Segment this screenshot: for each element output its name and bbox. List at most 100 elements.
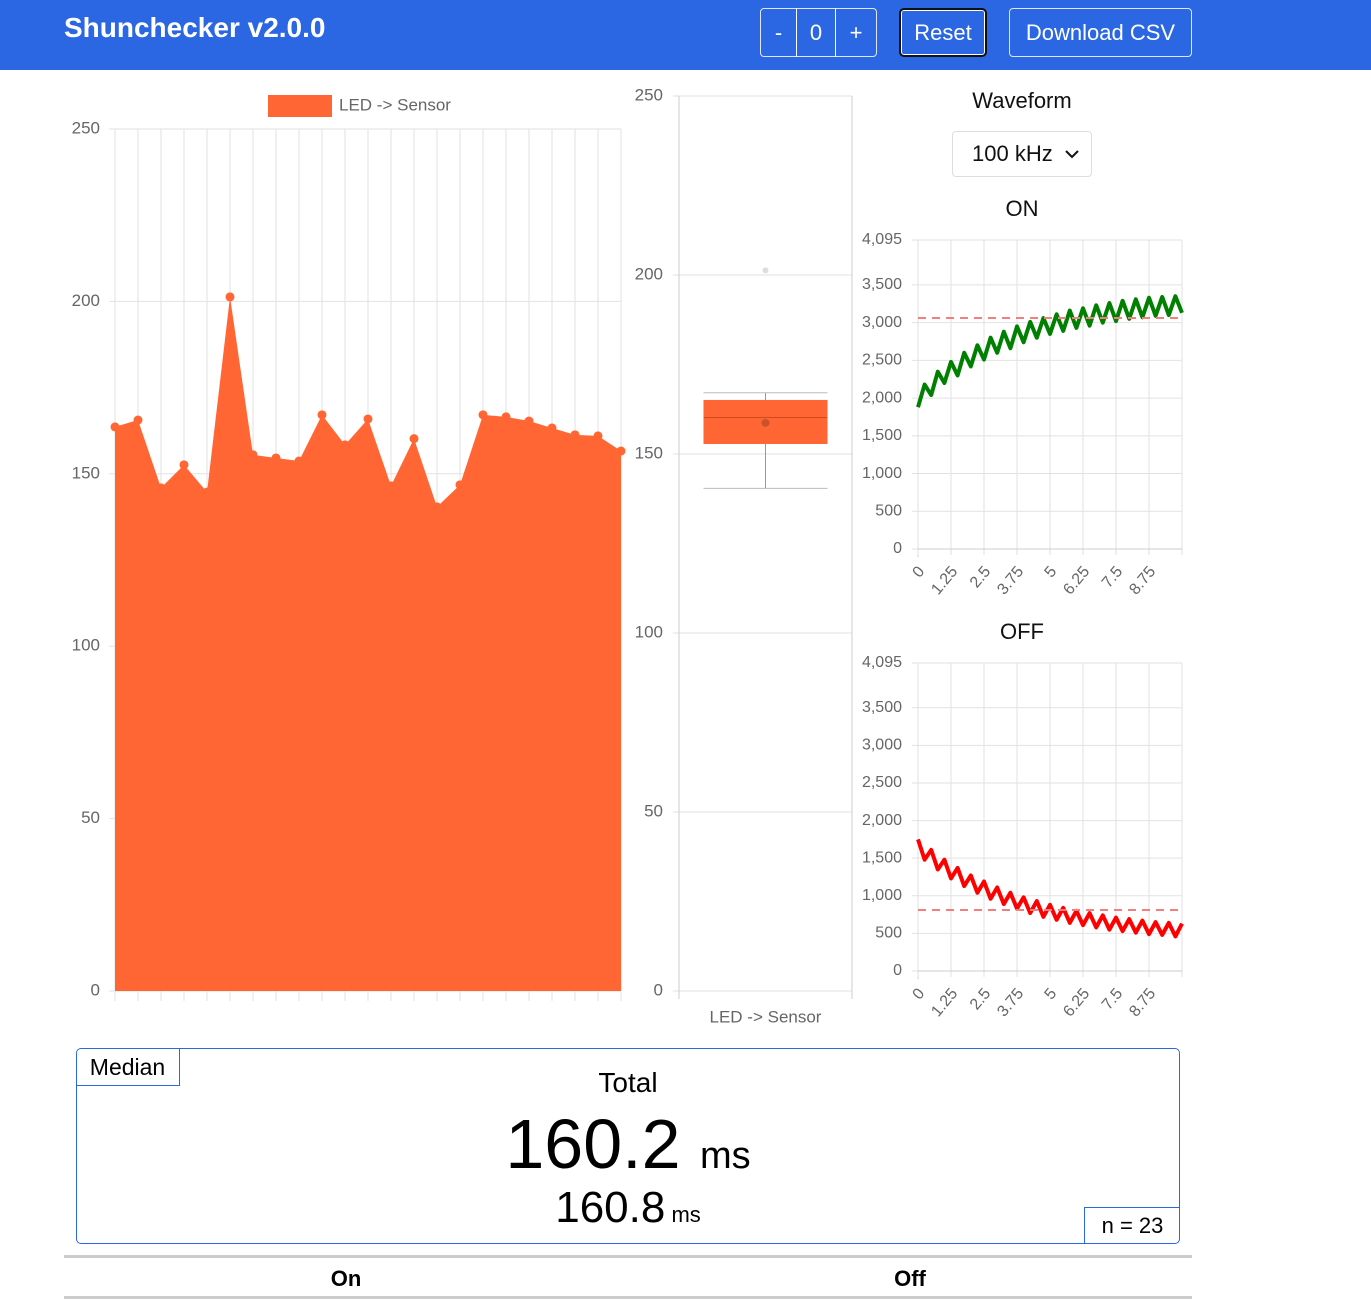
point (455, 480, 465, 490)
count-badge: n = 23 (1084, 1207, 1180, 1244)
y-tick-label: 100 (72, 636, 100, 655)
header: Shunchecker v2.0.0 - 0 + Reset Download … (0, 0, 1371, 70)
count-value: 23 (1138, 1213, 1164, 1238)
y-tick-label: 2,500 (862, 352, 902, 369)
point (294, 456, 304, 466)
table-header-cell: On (330, 1266, 362, 1291)
point (363, 414, 373, 424)
chart-title: OFF (1000, 619, 1044, 644)
y-tick-label: 50 (81, 808, 100, 827)
y-tick-label: 2,000 (862, 389, 902, 406)
y-tick-label: 250 (72, 118, 100, 137)
x-tick-label: 6.25 (1060, 985, 1093, 1020)
legend-label: LED -> Sensor (339, 95, 451, 114)
chevron (1065, 150, 1079, 159)
chart-title: ON (1006, 196, 1039, 221)
y-tick-label: 3,500 (862, 699, 902, 716)
point (547, 423, 557, 433)
counter: 0 (796, 8, 836, 57)
x-tick-label: 7.5 (1099, 563, 1126, 591)
y-tick-label: 1,000 (862, 465, 902, 482)
point (110, 422, 120, 432)
x-tick-label: LED -> Sensor (710, 1007, 822, 1026)
point (432, 502, 442, 512)
total-unit: ms (699, 1135, 751, 1177)
outlier (762, 267, 769, 274)
y-tick-label: 150 (635, 443, 663, 462)
x-tick-label: 2.5 (967, 563, 994, 591)
y-tick-label: 4,095 (862, 231, 902, 248)
plus-button[interactable]: + (835, 8, 877, 57)
y-tick-label: 0 (91, 980, 100, 999)
reset-button[interactable]: Reset (899, 8, 987, 57)
point (202, 487, 212, 497)
y-tick-label: 4,095 (862, 654, 902, 671)
point (317, 410, 327, 420)
point (386, 481, 396, 491)
y-tick-label: 150 (72, 463, 100, 482)
count-label: n = (1101, 1213, 1133, 1238)
x-tick-label: 5 (1042, 985, 1061, 1003)
summary-tab: Median (76, 1049, 180, 1086)
y-tick-label: 2,500 (862, 774, 902, 791)
summary-label: Total (598, 1067, 658, 1098)
y-tick-label: 100 (635, 622, 663, 641)
x-tick-label: 1.25 (928, 985, 961, 1020)
secondary-value: 160.8 (555, 1183, 666, 1232)
download-button[interactable]: Download CSV (1009, 8, 1192, 57)
point (593, 431, 603, 441)
x-tick-label: 3.75 (994, 563, 1027, 598)
y-tick-label: 250 (635, 85, 663, 104)
y-tick-label: 3,500 (862, 276, 902, 293)
secondary-unit: ms (671, 1202, 701, 1227)
point (156, 483, 166, 493)
waveform-line (916, 294, 1184, 408)
legend-swatch (268, 95, 332, 117)
point (409, 434, 419, 444)
y-tick-label: 3,000 (862, 314, 902, 331)
y-tick-label: 0 (893, 962, 902, 979)
waveform-line (916, 838, 1184, 939)
x-tick-label: 6.25 (1060, 563, 1093, 598)
point (179, 460, 189, 470)
point (271, 453, 281, 463)
y-tick-label: 500 (875, 502, 902, 519)
app-title: Shunchecker v2.0.0 (64, 12, 326, 43)
y-tick-label: 2,000 (862, 812, 902, 829)
frequency-value: 100 kHz (972, 141, 1053, 166)
point (133, 415, 143, 425)
total-line: 160.2 ms (77, 1104, 1179, 1196)
x-tick-label: 7.5 (1099, 985, 1126, 1013)
y-tick-label: 1,500 (862, 849, 902, 866)
y-tick-label: 50 (644, 801, 663, 820)
x-tick-label: 0 (910, 985, 929, 1003)
total-value: 160.2 (505, 1105, 681, 1183)
y-tick-label: 3,000 (862, 737, 902, 754)
frequency-select[interactable]: 100 kHz (952, 131, 1092, 177)
y-tick-label: 1,500 (862, 427, 902, 444)
y-tick-label: 1,000 (862, 887, 902, 904)
x-tick-label: 2.5 (967, 985, 994, 1013)
area (115, 296, 621, 991)
x-tick-label: 1.25 (928, 563, 961, 598)
x-tick-label: 8.75 (1126, 563, 1159, 598)
y-tick-label: 0 (893, 540, 902, 557)
x-tick-label: 8.75 (1126, 985, 1159, 1020)
point (524, 416, 534, 426)
mean (761, 418, 770, 427)
y-tick-label: 500 (875, 925, 902, 942)
point (570, 430, 580, 440)
point (225, 292, 235, 302)
minus-button[interactable]: - (760, 8, 797, 57)
secondary-line: 160.8 ms (77, 1183, 1179, 1240)
x-tick-label: 5 (1042, 563, 1061, 581)
y-tick-label: 200 (635, 264, 663, 283)
point (616, 446, 626, 456)
point (340, 440, 350, 450)
point (501, 412, 511, 422)
point (478, 410, 488, 420)
y-tick-label: 200 (72, 291, 100, 310)
